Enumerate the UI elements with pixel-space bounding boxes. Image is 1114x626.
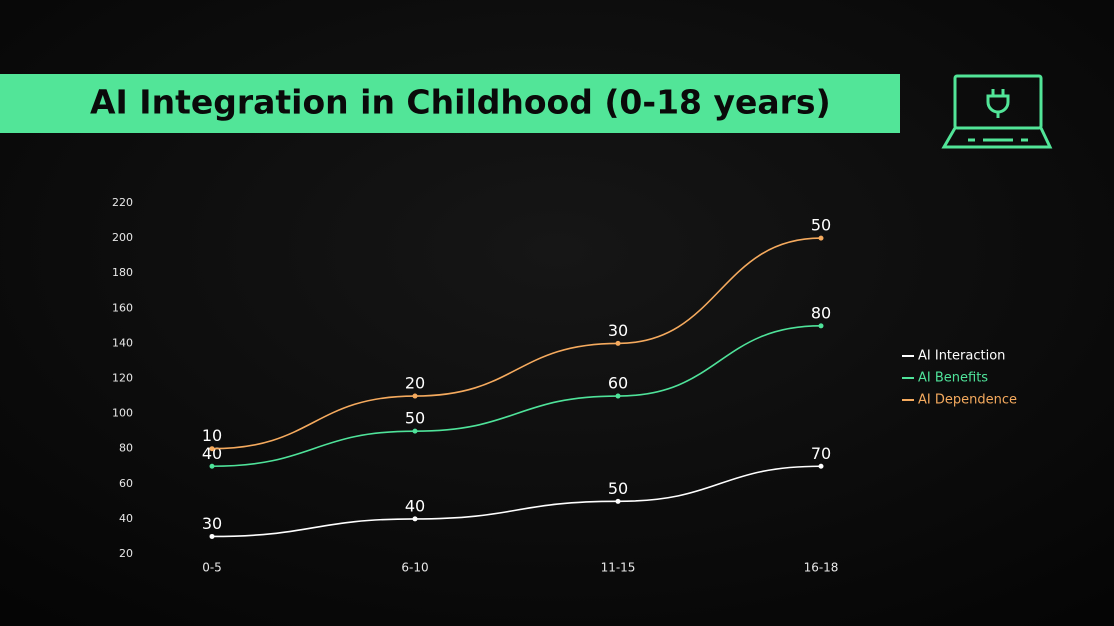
data-label: 30 — [202, 514, 222, 533]
point — [615, 340, 621, 346]
laptop-icon — [941, 74, 1053, 149]
point — [209, 446, 215, 452]
point — [209, 533, 215, 539]
point — [818, 323, 824, 329]
point — [615, 498, 621, 504]
data-label: 10 — [202, 426, 222, 445]
series-line — [211, 465, 822, 538]
y-tick-label: 160 — [112, 301, 133, 314]
series-line — [211, 237, 822, 450]
y-tick-label: 180 — [112, 266, 133, 279]
point — [818, 463, 824, 469]
point — [412, 516, 418, 522]
x-tick-label: 16-18 — [804, 561, 839, 575]
data-label: 60 — [608, 374, 628, 393]
legend-label: AI Dependence — [918, 393, 1017, 408]
y-tick-label: 220 — [112, 196, 133, 209]
x-tick-label: 6-10 — [401, 561, 428, 575]
point — [615, 393, 621, 399]
y-tick-label: 100 — [112, 407, 133, 420]
series-line — [211, 325, 822, 468]
data-label: 40 — [405, 496, 425, 515]
legend-label: AI Interaction — [918, 349, 1005, 364]
point — [209, 463, 215, 469]
point — [412, 428, 418, 434]
y-tick-label: 200 — [112, 231, 133, 244]
title-bar — [0, 74, 900, 133]
data-label: 30 — [608, 321, 628, 340]
data-label: 70 — [811, 444, 831, 463]
y-tick-label: 80 — [119, 442, 133, 455]
y-tick-label: 140 — [112, 336, 133, 349]
data-label: 50 — [608, 479, 628, 498]
point — [818, 235, 824, 241]
x-tick-label: 11-15 — [601, 561, 636, 575]
y-tick-label: 120 — [112, 372, 133, 385]
chart-title: AI Integration in Childhood (0-18 years) — [90, 83, 831, 122]
data-label: 20 — [405, 374, 425, 393]
y-tick-label: 40 — [119, 512, 133, 525]
data-label: 50 — [405, 409, 425, 428]
x-tick-label: 0-5 — [202, 561, 222, 575]
y-tick-label: 20 — [119, 547, 133, 560]
data-label: 80 — [811, 303, 831, 322]
y-tick-label: 60 — [119, 477, 133, 490]
point — [412, 393, 418, 399]
data-label: 50 — [811, 216, 831, 235]
legend-label: AI Benefits — [918, 371, 988, 386]
